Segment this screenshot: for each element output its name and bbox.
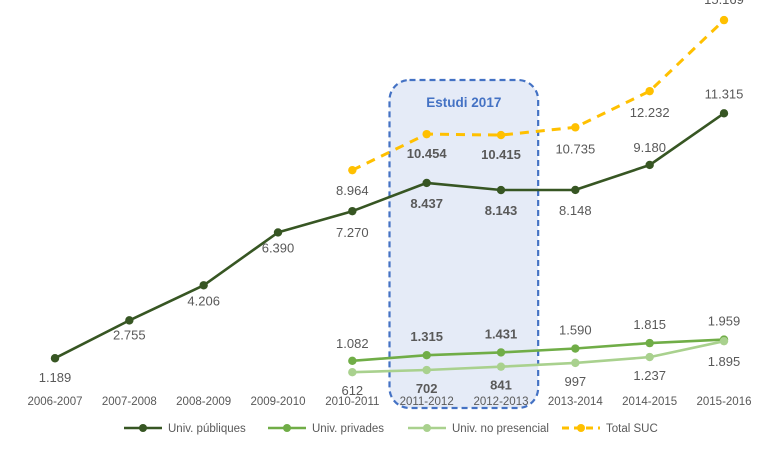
- data-labels-layer: 1.189 2.755 4.206 6.390 7.270 8.437 8.143 8.148…: [39, 0, 744, 398]
- legend-item-univ-privades: Univ. privades: [268, 423, 384, 435]
- x-tick-label: 2009-2010: [251, 396, 306, 408]
- univ-privades-data-label: 1.959: [708, 314, 741, 329]
- univ-publiques-data-label: 8.143: [485, 203, 518, 218]
- x-tick-label: 2008-2009: [176, 396, 231, 408]
- total-suc-point: [422, 129, 431, 139]
- univ-privades-point: [496, 348, 506, 357]
- univ-publiques-point: [422, 178, 431, 188]
- univ-publiques-point: [571, 185, 580, 195]
- univ-publiques-data-label: 6.390: [262, 240, 295, 255]
- univ-publiques-data-label: 7.270: [336, 225, 369, 240]
- univ-privades-point: [422, 350, 431, 360]
- x-tick-label: 2011-2012: [400, 396, 454, 408]
- univ-publiques-point: [496, 185, 506, 195]
- series-points-layer: [50, 15, 729, 377]
- univ-publiques-data-label: 2.755: [113, 327, 146, 342]
- univ-privades-line: [352, 338, 725, 363]
- univ-publiques-point: [348, 206, 357, 216]
- univ-publiques-data-label: 11.315: [705, 86, 744, 101]
- univ-publiques-line: [54, 112, 725, 360]
- legend-label: Univ. no presencial: [452, 423, 549, 435]
- total-suc-point: [348, 165, 357, 175]
- univ-publiques-data-label: 8.148: [559, 203, 592, 218]
- x-tick-label: 2014-2015: [622, 396, 677, 408]
- total-suc-line: [351, 19, 726, 172]
- x-axis-ticks: 2006-2007 2007-2008 2008-2009 2009-2010 2010…: [28, 396, 752, 408]
- legend-label: Univ. públiques: [168, 423, 246, 435]
- univ-no-presencial-line: [352, 339, 725, 374]
- total-suc-point: [719, 15, 729, 25]
- total-suc-data-label: 10.735: [555, 141, 595, 156]
- total-suc-data-label: 15.169: [704, 0, 744, 7]
- x-tick-label: 2007-2008: [102, 396, 157, 408]
- univ-no-presencial-point: [719, 336, 729, 346]
- total-suc-data-label: 10.415: [481, 147, 521, 162]
- univ-privades-data-label: 1.082: [336, 336, 369, 351]
- univ-privades-point: [645, 338, 654, 348]
- univ-no-presencial-data-label: 612: [341, 383, 363, 398]
- legend-swatch-marker: [139, 424, 147, 432]
- legend: Univ. públiques Univ. privades Univ. no pr…: [124, 423, 658, 435]
- x-tick-label: 2013-2014: [548, 396, 604, 408]
- univ-no-presencial-data-label: 997: [564, 374, 586, 389]
- univ-publiques-data-label: 1.189: [39, 370, 72, 385]
- univ-privades-data-label: 1.590: [559, 323, 592, 338]
- highlight-layer: Estudi 2017: [388, 78, 540, 410]
- legend-swatch-marker: [423, 424, 431, 432]
- legend-item-univ-no-presencial: Univ. no presencial: [408, 423, 549, 435]
- univ-publiques-data-label: 9.180: [633, 140, 666, 155]
- univ-privades-point: [348, 356, 357, 366]
- x-tick-label: 2006-2007: [28, 396, 83, 408]
- univ-no-presencial-data-label: 1.237: [633, 368, 666, 383]
- legend-swatch-marker: [577, 424, 585, 432]
- highlight-box: [388, 78, 540, 410]
- total-suc-data-label: 12.232: [630, 105, 670, 120]
- total-suc-data-label: 8.964: [336, 183, 369, 198]
- univ-publiques-point: [645, 160, 654, 170]
- total-suc-point: [571, 123, 580, 132]
- legend-item-univ-publiques: Univ. públiques: [124, 423, 246, 435]
- univ-no-presencial-data-label: 1.895: [708, 354, 741, 369]
- univ-no-presencial-data-label: 841: [490, 378, 512, 393]
- univ-privades-data-label: 1.431: [485, 326, 518, 341]
- univ-no-presencial-point: [496, 362, 506, 371]
- univ-publiques-point: [273, 228, 283, 237]
- univ-publiques-point: [719, 109, 729, 118]
- univ-publiques-point: [199, 281, 208, 290]
- univ-no-presencial-point: [422, 365, 431, 375]
- univ-no-presencial-point: [348, 367, 357, 377]
- univ-publiques-point: [125, 316, 134, 325]
- x-tick-label: 2012-2013: [474, 396, 529, 408]
- univ-privades-data-label: 1.815: [633, 317, 666, 332]
- univ-publiques-data-label: 4.206: [187, 293, 220, 308]
- total-suc-data-label: 10.454: [407, 146, 448, 161]
- highlight-label: Estudi 2017: [426, 95, 501, 110]
- legend-label: Total SUC: [606, 423, 658, 435]
- legend-item-total-suc: Total SUC: [562, 423, 658, 435]
- univ-no-presencial-point: [571, 358, 580, 368]
- series-lines-layer: [54, 19, 726, 374]
- univ-no-presencial-data-label: 702: [416, 381, 438, 396]
- x-tick-label: 2015-2016: [697, 396, 752, 408]
- univ-privades-point: [571, 344, 580, 353]
- total-suc-point: [645, 86, 654, 96]
- x-tick-label: 2010-2011: [325, 396, 379, 408]
- total-suc-point: [496, 130, 506, 140]
- univ-publiques-point: [50, 354, 60, 363]
- univ-privades-data-label: 1.315: [410, 329, 443, 344]
- univ-no-presencial-point: [645, 352, 654, 362]
- univ-publiques-data-label: 8.437: [410, 196, 443, 211]
- legend-swatch-marker: [283, 424, 291, 432]
- legend-label: Univ. privades: [312, 423, 384, 435]
